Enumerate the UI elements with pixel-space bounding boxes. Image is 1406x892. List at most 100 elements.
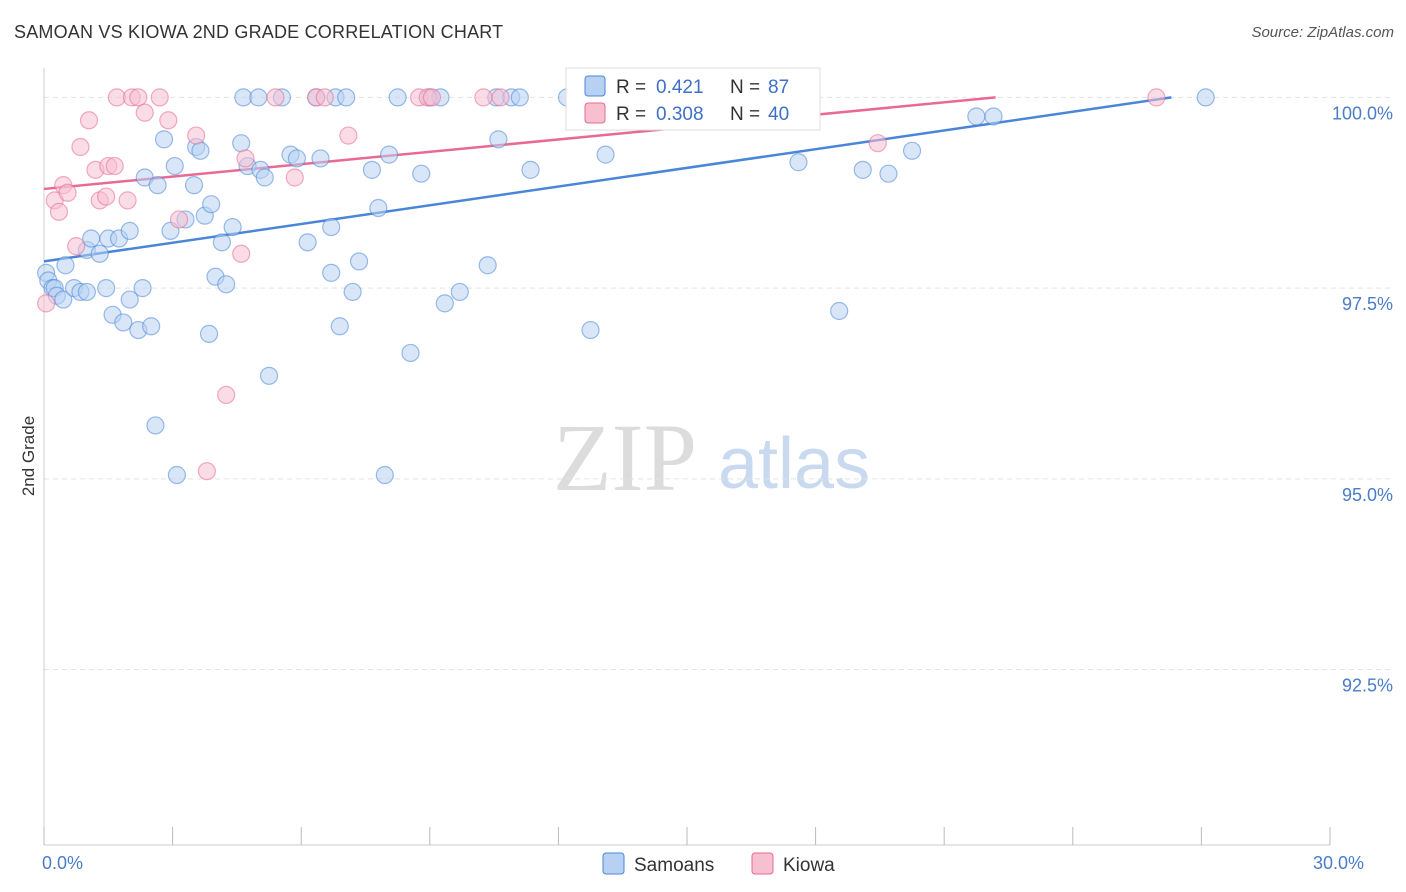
x-tick-labels: 0.0% 30.0%	[42, 853, 1364, 873]
kiowa-point-16	[129, 88, 148, 107]
legend-kiowa-label: Kiowa	[783, 855, 835, 876]
kiowa-point-6	[71, 137, 90, 157]
kiowa-point-18	[150, 88, 169, 107]
kiowa-point-38	[868, 134, 887, 153]
samoans-point-55	[322, 263, 341, 282]
source-label: Source: ZipAtlas.com	[1251, 24, 1394, 41]
watermark-atlas: atlas	[718, 424, 870, 504]
samoans-point-31	[184, 176, 204, 195]
samoans-point-17	[114, 313, 133, 332]
kiowa-point-23	[217, 385, 236, 405]
samoans-point-62	[369, 198, 388, 218]
kiowa-point-24	[232, 244, 251, 263]
samoans-point-60	[349, 252, 369, 271]
samoans-point-28	[165, 156, 184, 176]
y-tick-label-2: 95.0%	[1342, 485, 1393, 505]
kiowa-r-label: R =	[616, 104, 646, 125]
samoans-point-29	[167, 465, 186, 485]
legend-samoans-swatch	[602, 852, 625, 875]
samoans-point-72	[478, 256, 497, 275]
samoans-n-label: N =	[730, 77, 760, 98]
samoans-point-11	[82, 229, 101, 248]
samoans-point-54	[322, 217, 341, 237]
kiowa-point-19	[159, 111, 178, 130]
samoans-point-66	[401, 343, 420, 363]
kiowa-point-25	[236, 149, 255, 168]
samoans-point-80	[596, 145, 615, 164]
y-tick-labels: 100.0% 97.5% 95.0% 92.5%	[1332, 103, 1393, 695]
samoans-point-25	[148, 176, 167, 195]
kiowa-point-30	[339, 126, 358, 145]
chart-title: SAMOAN VS KIOWA 2ND GRADE CORRELATION CH…	[14, 22, 504, 42]
samoans-point-88	[984, 107, 1003, 126]
samoans-n-value: 87	[768, 77, 789, 98]
samoans-point-89	[1196, 88, 1215, 107]
legend-samoans-label: Samoans	[634, 855, 714, 876]
kiowa-point-2	[49, 202, 69, 221]
samoans-point-26	[154, 130, 174, 149]
x-tick-label-0: 0.0%	[42, 853, 83, 873]
samoans-point-44	[249, 88, 268, 107]
samoans-point-21	[133, 279, 152, 298]
samoans-point-61	[362, 160, 382, 179]
samoans-point-71	[450, 282, 469, 302]
samoans-point-82	[789, 153, 808, 172]
samoans-point-23	[142, 317, 161, 336]
kiowa-n-value: 40	[768, 104, 789, 125]
samoans-point-50	[287, 149, 307, 168]
kiowa-point-29	[315, 88, 334, 107]
kiowa-point-26	[266, 88, 285, 107]
samoans-point-59	[343, 282, 362, 302]
samoans-point-19	[120, 221, 139, 240]
samoans-point-74	[489, 130, 508, 149]
y-tick-label-1: 97.5%	[1342, 294, 1393, 314]
y-tick-label-3: 92.5%	[1342, 676, 1393, 696]
samoans-point-51	[298, 233, 317, 252]
samoans-point-12	[90, 244, 109, 263]
kiowa-point-10	[97, 187, 116, 206]
kiowa-point-17	[135, 103, 154, 122]
samoans-point-70	[435, 294, 454, 313]
kiowa-point-35	[491, 88, 510, 107]
kiowa-point-4	[58, 183, 77, 202]
kiowa-r-value: 0.308	[656, 104, 704, 125]
stats-legend: R = 0.421 N = 87 R = 0.308 N = 40	[565, 67, 821, 131]
samoans-point-5	[54, 290, 73, 309]
samoans-point-87	[967, 107, 986, 126]
samoans-r-label: R =	[616, 77, 646, 98]
samoans-point-9	[77, 282, 96, 302]
kiowa-point-20	[169, 210, 189, 229]
samoans-point-47	[259, 366, 279, 385]
kiowa-point-21	[187, 126, 206, 145]
samoans-point-6	[56, 256, 75, 275]
samoans-legend-swatch	[584, 75, 606, 97]
samoans-point-64	[379, 145, 399, 164]
samoans-point-40	[223, 217, 242, 237]
series-legend: Samoans Kiowa	[602, 852, 835, 876]
kiowa-point-34	[474, 88, 493, 107]
y-tick-label-0: 100.0%	[1332, 103, 1393, 123]
samoans-point-58	[337, 88, 356, 107]
kiowa-point-5	[67, 237, 86, 256]
samoans-point-33	[191, 141, 210, 160]
stats-legend-box	[565, 67, 821, 131]
x-ticks	[43, 827, 1331, 845]
watermark-zip: ZIP	[553, 404, 697, 511]
samoans-point-76	[510, 88, 529, 107]
samoans-point-67	[412, 164, 431, 183]
samoans-point-83	[830, 301, 849, 321]
kiowa-point-33	[422, 88, 442, 107]
y-axis-title: 2nd Grade	[19, 416, 38, 496]
samoans-point-39	[217, 275, 236, 294]
samoans-point-35	[199, 324, 219, 343]
samoans-point-18	[120, 290, 139, 309]
kiowa-point-7	[79, 111, 99, 130]
samoans-point-63	[375, 465, 394, 485]
samoans-point-86	[902, 141, 922, 160]
samoans-point-46	[255, 168, 274, 187]
kiowa-n-label: N =	[730, 104, 760, 125]
kiowa-legend-swatch	[584, 102, 606, 124]
kiowa-point-27	[285, 168, 304, 187]
samoans-point-85	[879, 164, 898, 183]
